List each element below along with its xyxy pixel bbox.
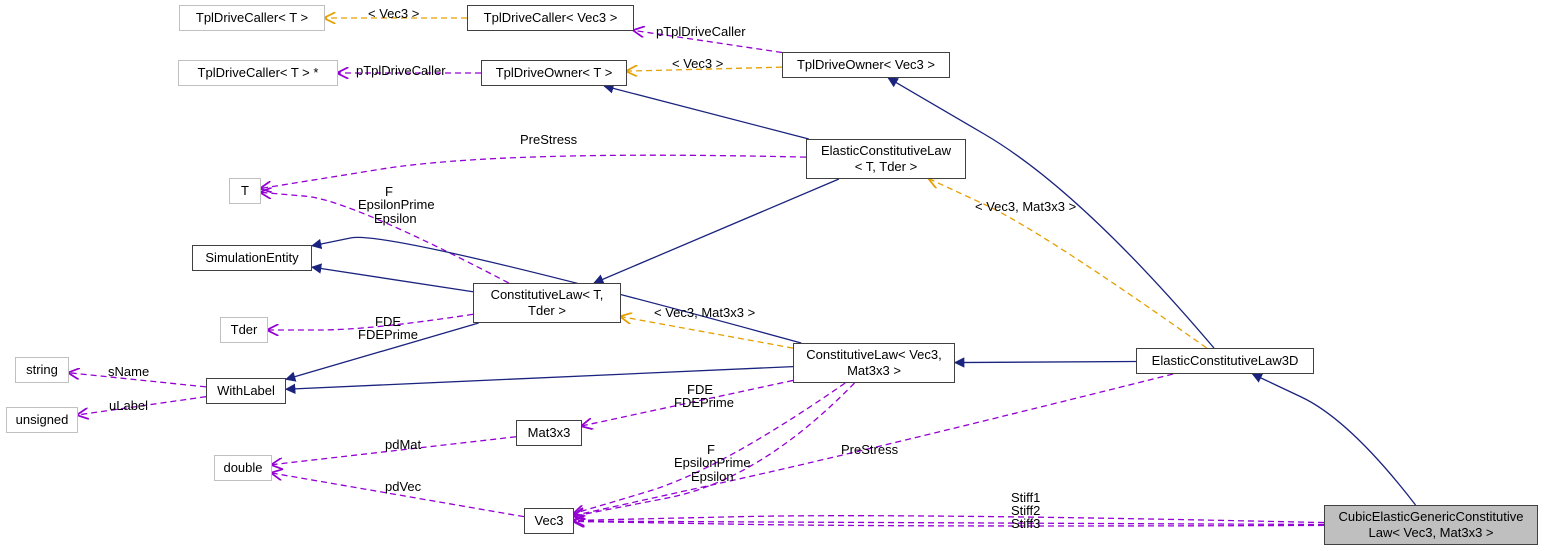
node-n_T: T — [229, 178, 261, 204]
node-label: ConstitutiveLaw< T, — [491, 287, 604, 303]
node-n_unsigned: unsigned — [6, 407, 78, 433]
node-n_clV3: ConstitutiveLaw< Vec3,Mat3x3 > — [793, 343, 955, 383]
edge-label: pdMat — [385, 437, 421, 452]
node-label: TplDriveOwner< T > — [496, 65, 613, 81]
node-n_tpldrvcallerT: TplDriveCaller< T > — [179, 5, 325, 31]
node-n_tploV3: TplDriveOwner< Vec3 > — [782, 52, 950, 78]
node-label: string — [26, 362, 58, 378]
node-n_eclTTder: ElasticConstitutiveLaw< T, Tder > — [806, 139, 966, 179]
node-label: T — [241, 183, 249, 199]
edge — [1253, 374, 1416, 505]
node-label: Vec3 — [535, 513, 564, 529]
node-n_withlabel: WithLabel — [206, 378, 286, 404]
edge-label: FDEPrime — [358, 327, 418, 342]
edge — [574, 516, 1324, 523]
edge-label: EpsilonPrime — [674, 455, 751, 470]
edge-label: pTplDriveCaller — [656, 24, 746, 39]
node-n_string: string — [15, 357, 69, 383]
node-label: WithLabel — [217, 383, 275, 399]
edge — [604, 86, 809, 139]
node-n_tpldrvcallerTp: TplDriveCaller< T > * — [178, 60, 338, 86]
node-n_mat3x3: Mat3x3 — [516, 420, 582, 446]
edge-label: < Vec3, Mat3x3 > — [975, 199, 1076, 214]
node-n_ec3d: ElasticConstitutiveLaw3D — [1136, 348, 1314, 374]
edge — [261, 155, 806, 188]
node-label: Mat3x3 > — [847, 363, 901, 379]
node-label: ElasticConstitutiveLaw — [821, 143, 951, 159]
node-label: Law< Vec3, Mat3x3 > — [1368, 525, 1493, 541]
node-n_clTTder: ConstitutiveLaw< T,Tder > — [473, 283, 621, 323]
node-n_tploT: TplDriveOwner< T > — [481, 60, 627, 86]
node-label: double — [223, 460, 262, 476]
node-label: ElasticConstitutiveLaw3D — [1152, 353, 1299, 369]
node-label: Tder > — [528, 303, 566, 319]
edge — [621, 317, 793, 349]
edge-label: uLabel — [109, 398, 148, 413]
edge — [286, 367, 793, 390]
node-label: TplDriveCaller< T > — [196, 10, 308, 26]
node-n_Tder: Tder — [220, 317, 268, 343]
edge-label: PreStress — [841, 442, 898, 457]
node-n_cubic: CubicElasticGenericConstitutiveLaw< Vec3… — [1324, 505, 1538, 545]
edge — [312, 267, 473, 292]
edge — [594, 179, 839, 283]
edge-label: PreStress — [520, 132, 577, 147]
node-n_vec3: Vec3 — [524, 508, 574, 534]
edge-label: Epsilon — [691, 469, 734, 484]
node-n_sim: SimulationEntity — [192, 245, 312, 271]
edge-label: sName — [108, 364, 149, 379]
edge-label: pdVec — [385, 479, 421, 494]
edge-label: Stiff3 — [1011, 516, 1040, 531]
node-label: ConstitutiveLaw< Vec3, — [806, 347, 942, 363]
edge — [955, 362, 1136, 363]
node-n_double: double — [214, 455, 272, 481]
node-n_tpldrvcallerV3: TplDriveCaller< Vec3 > — [467, 5, 634, 31]
edge-label: Epsilon — [374, 211, 417, 226]
node-label: Mat3x3 — [528, 425, 571, 441]
edge-label: < Vec3 > — [672, 56, 723, 71]
edge-label: pTplDriveCaller — [356, 63, 446, 78]
node-label: CubicElasticGenericConstitutive — [1339, 509, 1524, 525]
node-label: unsigned — [16, 412, 69, 428]
node-label: TplDriveCaller< Vec3 > — [484, 10, 618, 26]
node-label: Tder — [231, 322, 258, 338]
edge-label: FDEPrime — [674, 395, 734, 410]
edge — [574, 521, 1324, 524]
node-label: SimulationEntity — [205, 250, 298, 266]
edge-label: < Vec3, Mat3x3 > — [654, 305, 755, 320]
node-label: < T, Tder > — [855, 159, 917, 175]
node-label: TplDriveCaller< T > * — [198, 65, 319, 81]
node-label: TplDriveOwner< Vec3 > — [797, 57, 935, 73]
edge-label: EpsilonPrime — [358, 197, 435, 212]
edge-label: < Vec3 > — [368, 6, 419, 21]
